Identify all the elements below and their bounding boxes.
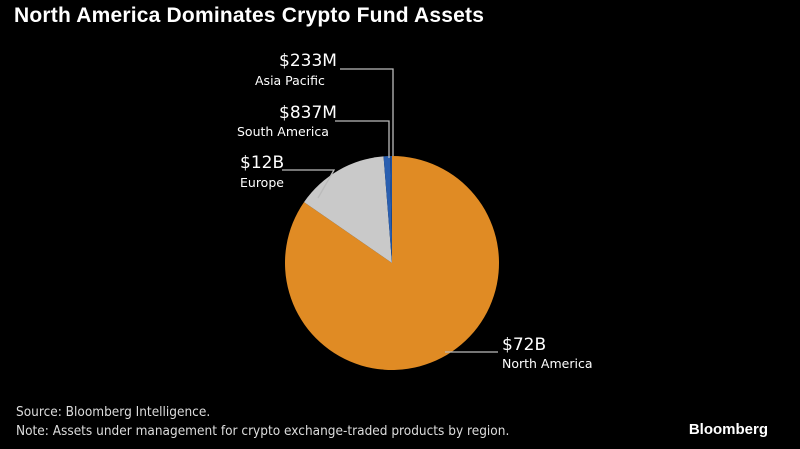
region-label-south-america: South America [237, 124, 329, 139]
leader-line-europe [282, 169, 336, 199]
pie-slice-north-america [285, 156, 499, 371]
bloomberg-logo: Bloomberg [688, 421, 768, 438]
region-label-north-america: North America [502, 356, 593, 371]
pie-slice-south-america [383, 156, 392, 263]
value-label-south-america: $837M [279, 103, 337, 123]
region-label-europe: Europe [240, 175, 284, 190]
chart-title: North America Dominates Crypto Fund Asse… [14, 4, 485, 27]
leader-line-asia-pacific [340, 68, 394, 156]
leader-line-south-america [335, 120, 390, 158]
value-label-europe: $12B [240, 153, 284, 173]
source-note: Source: Bloomberg Intelligence. [16, 404, 211, 420]
pie-slice-asia-pacific [390, 156, 392, 263]
value-label-north-america: $72B [502, 335, 546, 355]
footnote: Note: Assets under management for crypto… [16, 423, 510, 439]
value-label-asia-pacific: $233M [279, 51, 337, 71]
region-label-asia-pacific: Asia Pacific [255, 73, 325, 88]
